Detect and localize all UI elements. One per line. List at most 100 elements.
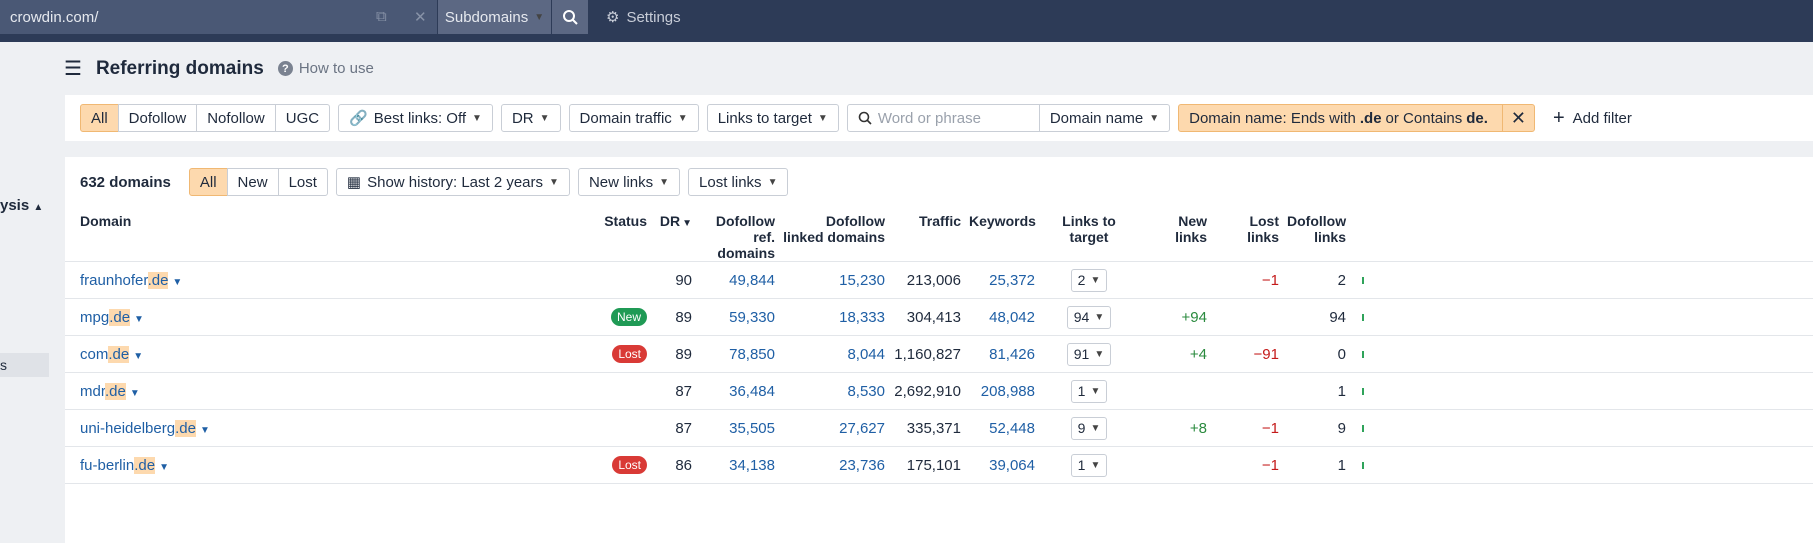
domain-menu[interactable]: ▼ [129, 387, 140, 399]
url-input[interactable]: crowdin.com/ [0, 0, 437, 34]
dr-cell: 86 [655, 446, 700, 484]
traffic-cell: 1,160,827 [893, 335, 969, 373]
column-header-text: Dofollow ref. domains [715, 213, 775, 261]
ref-domains-link[interactable]: 35,505 [729, 419, 775, 437]
domain-menu[interactable]: ▼ [172, 276, 183, 288]
domain-menu[interactable]: ▼ [133, 350, 144, 362]
ref-domains-link[interactable]: 78,850 [729, 345, 775, 363]
column-header-text: Status [604, 213, 647, 229]
column-header[interactable]: Links to target [1043, 207, 1143, 262]
column-header[interactable]: New links [1143, 207, 1215, 262]
remove-filter[interactable]: ✕ [1501, 105, 1534, 131]
column-header[interactable]: Domain [65, 207, 595, 262]
links-to-target-filter[interactable]: Links to target ▼ [706, 104, 839, 132]
linked-domains-link[interactable]: 8,530 [847, 382, 885, 400]
links-to-target-dropdown[interactable]: 91 ▼ [1066, 342, 1112, 366]
link-type-tab[interactable]: All [80, 104, 119, 132]
column-header[interactable]: DR ▼ [655, 207, 700, 262]
domain-link[interactable]: uni-heidelberg.de [80, 419, 196, 437]
linked-domains-link[interactable]: 27,627 [839, 419, 885, 437]
status-tab[interactable]: New [226, 168, 279, 196]
keywords-link[interactable]: 48,042 [989, 308, 1035, 326]
column-header[interactable]: Dofollow linked domains [783, 207, 893, 262]
traffic: 335,371 [906, 419, 961, 437]
open-icon[interactable]: ⧉ [376, 8, 387, 25]
settings-button[interactable]: ⚙ Settings [606, 0, 681, 34]
link-type-tab[interactable]: Nofollow [196, 104, 276, 132]
keywords-link[interactable]: 208,988 [980, 382, 1035, 400]
domain-link[interactable]: com.de [80, 345, 130, 363]
column-header[interactable]: Traffic [893, 207, 969, 262]
domain-link[interactable]: mdr.de [80, 382, 126, 400]
dr-filter[interactable]: DR ▼ [500, 104, 561, 132]
links-to-target-cell: 1 ▼ [1043, 446, 1143, 484]
ref-domains-link[interactable]: 36,484 [729, 382, 775, 400]
caret: ▼ [767, 176, 778, 188]
domain-name: mpg [80, 308, 110, 326]
keywords-link[interactable]: 25,372 [989, 271, 1035, 289]
active-filter[interactable]: Domain name: Ends with .de or Contains d… [1178, 104, 1535, 132]
column-header[interactable]: Status [595, 207, 655, 262]
sidebar-item[interactable]: s [0, 353, 49, 377]
domain-menu[interactable]: ▼ [199, 424, 210, 436]
add-filter[interactable]: + Add filter [1553, 107, 1632, 130]
search-button[interactable] [552, 0, 588, 34]
dofollow-links: 9 [1337, 419, 1346, 437]
mode-select[interactable]: Subdomains ▼ [438, 0, 551, 34]
linked-domains-link[interactable]: 18,333 [839, 308, 885, 326]
linked-domains-link[interactable]: 23,736 [839, 456, 885, 474]
status-tab[interactable]: Lost [277, 168, 328, 196]
help-text: How to use [298, 60, 374, 77]
lost-links-select[interactable]: Lost links ▼ [688, 168, 789, 196]
keywords-link[interactable]: 81,426 [989, 345, 1035, 363]
column-header[interactable]: Keywords [969, 207, 1043, 262]
top-bar: crowdin.com/ ⧉ ✕ Subdomains ▼ ⚙ Settings [0, 0, 1813, 42]
column-header[interactable]: Lost links [1215, 207, 1287, 262]
links-to-target-dropdown[interactable]: 94 ▼ [1066, 305, 1112, 329]
status-tab[interactable]: All [188, 168, 228, 196]
ref-domains-link[interactable]: 34,138 [729, 456, 775, 474]
column-header[interactable]: Dofollow ref. domains [700, 207, 783, 262]
ref-domains-link[interactable]: 59,330 [729, 308, 775, 326]
links-to-target-dropdown[interactable]: 9 ▼ [1070, 416, 1108, 440]
domain-menu[interactable]: ▼ [159, 461, 169, 473]
link-type-tab-text: All [91, 109, 108, 127]
ref-domains-link[interactable]: 49,844 [729, 271, 775, 289]
linked-domains-link[interactable]: 15,230 [839, 271, 885, 289]
page-title: Referring domains [95, 57, 264, 79]
domain-link[interactable]: fu-berlin.de [80, 456, 156, 474]
links-to-target: 2 [1077, 272, 1086, 288]
domain-menu[interactable]: ▼ [134, 313, 144, 325]
help-link[interactable]: ? How to use [277, 60, 374, 77]
links-to-target-dropdown[interactable]: 2 ▼ [1070, 268, 1108, 292]
history-select[interactable]: ▦ Show history: Last 2 years ▼ [335, 168, 570, 196]
linked-domains-link[interactable]: 8,044 [847, 345, 885, 363]
gear-icon: ⚙ [606, 9, 620, 26]
column-header-text: DR [659, 213, 681, 229]
search-input[interactable]: Word or phrase [846, 104, 1040, 132]
domain-link[interactable]: mpg.de [80, 308, 131, 326]
search-field-select[interactable]: Domain name ▼ [1038, 104, 1171, 132]
new-links-select[interactable]: New links ▼ [577, 168, 681, 196]
best-links-filter[interactable]: 🔗 Best links: Off ▼ [338, 104, 493, 132]
column-header[interactable]: Dofollow links [1287, 207, 1354, 262]
column-header-text: Traffic [918, 213, 961, 229]
linked-domains-cell: 23,736 [783, 446, 893, 484]
keywords-link[interactable]: 39,064 [989, 456, 1035, 474]
table-row: mdr.de ▼ 87 36,484 8,530 2,692,910 208,988 1 ▼ 1 [65, 372, 1813, 410]
links-to-target-dropdown[interactable]: 1 ▼ [1070, 453, 1108, 477]
links-to-target-dropdown[interactable]: 1 ▼ [1070, 379, 1108, 403]
keywords-cell: 52,448 [969, 409, 1043, 447]
lost-links: −1 [1261, 271, 1279, 289]
dofollow-links: 2 [1337, 271, 1346, 289]
domain-link[interactable]: fraunhofer.de [80, 271, 169, 289]
dofollow-links-cell: 0 [1287, 335, 1354, 373]
link-type-tab[interactable]: Dofollow [117, 104, 198, 132]
link-type-tab[interactable]: UGC [274, 104, 331, 132]
sidebar-section[interactable]: ysis ▲ [0, 197, 43, 214]
keywords-link[interactable]: 52,448 [989, 419, 1035, 437]
domain-traffic-filter[interactable]: Domain traffic ▼ [568, 104, 699, 132]
menu-icon[interactable]: ☰ [64, 58, 82, 80]
clear-icon[interactable]: ✕ [414, 9, 427, 26]
traffic: 175,101 [906, 456, 961, 474]
